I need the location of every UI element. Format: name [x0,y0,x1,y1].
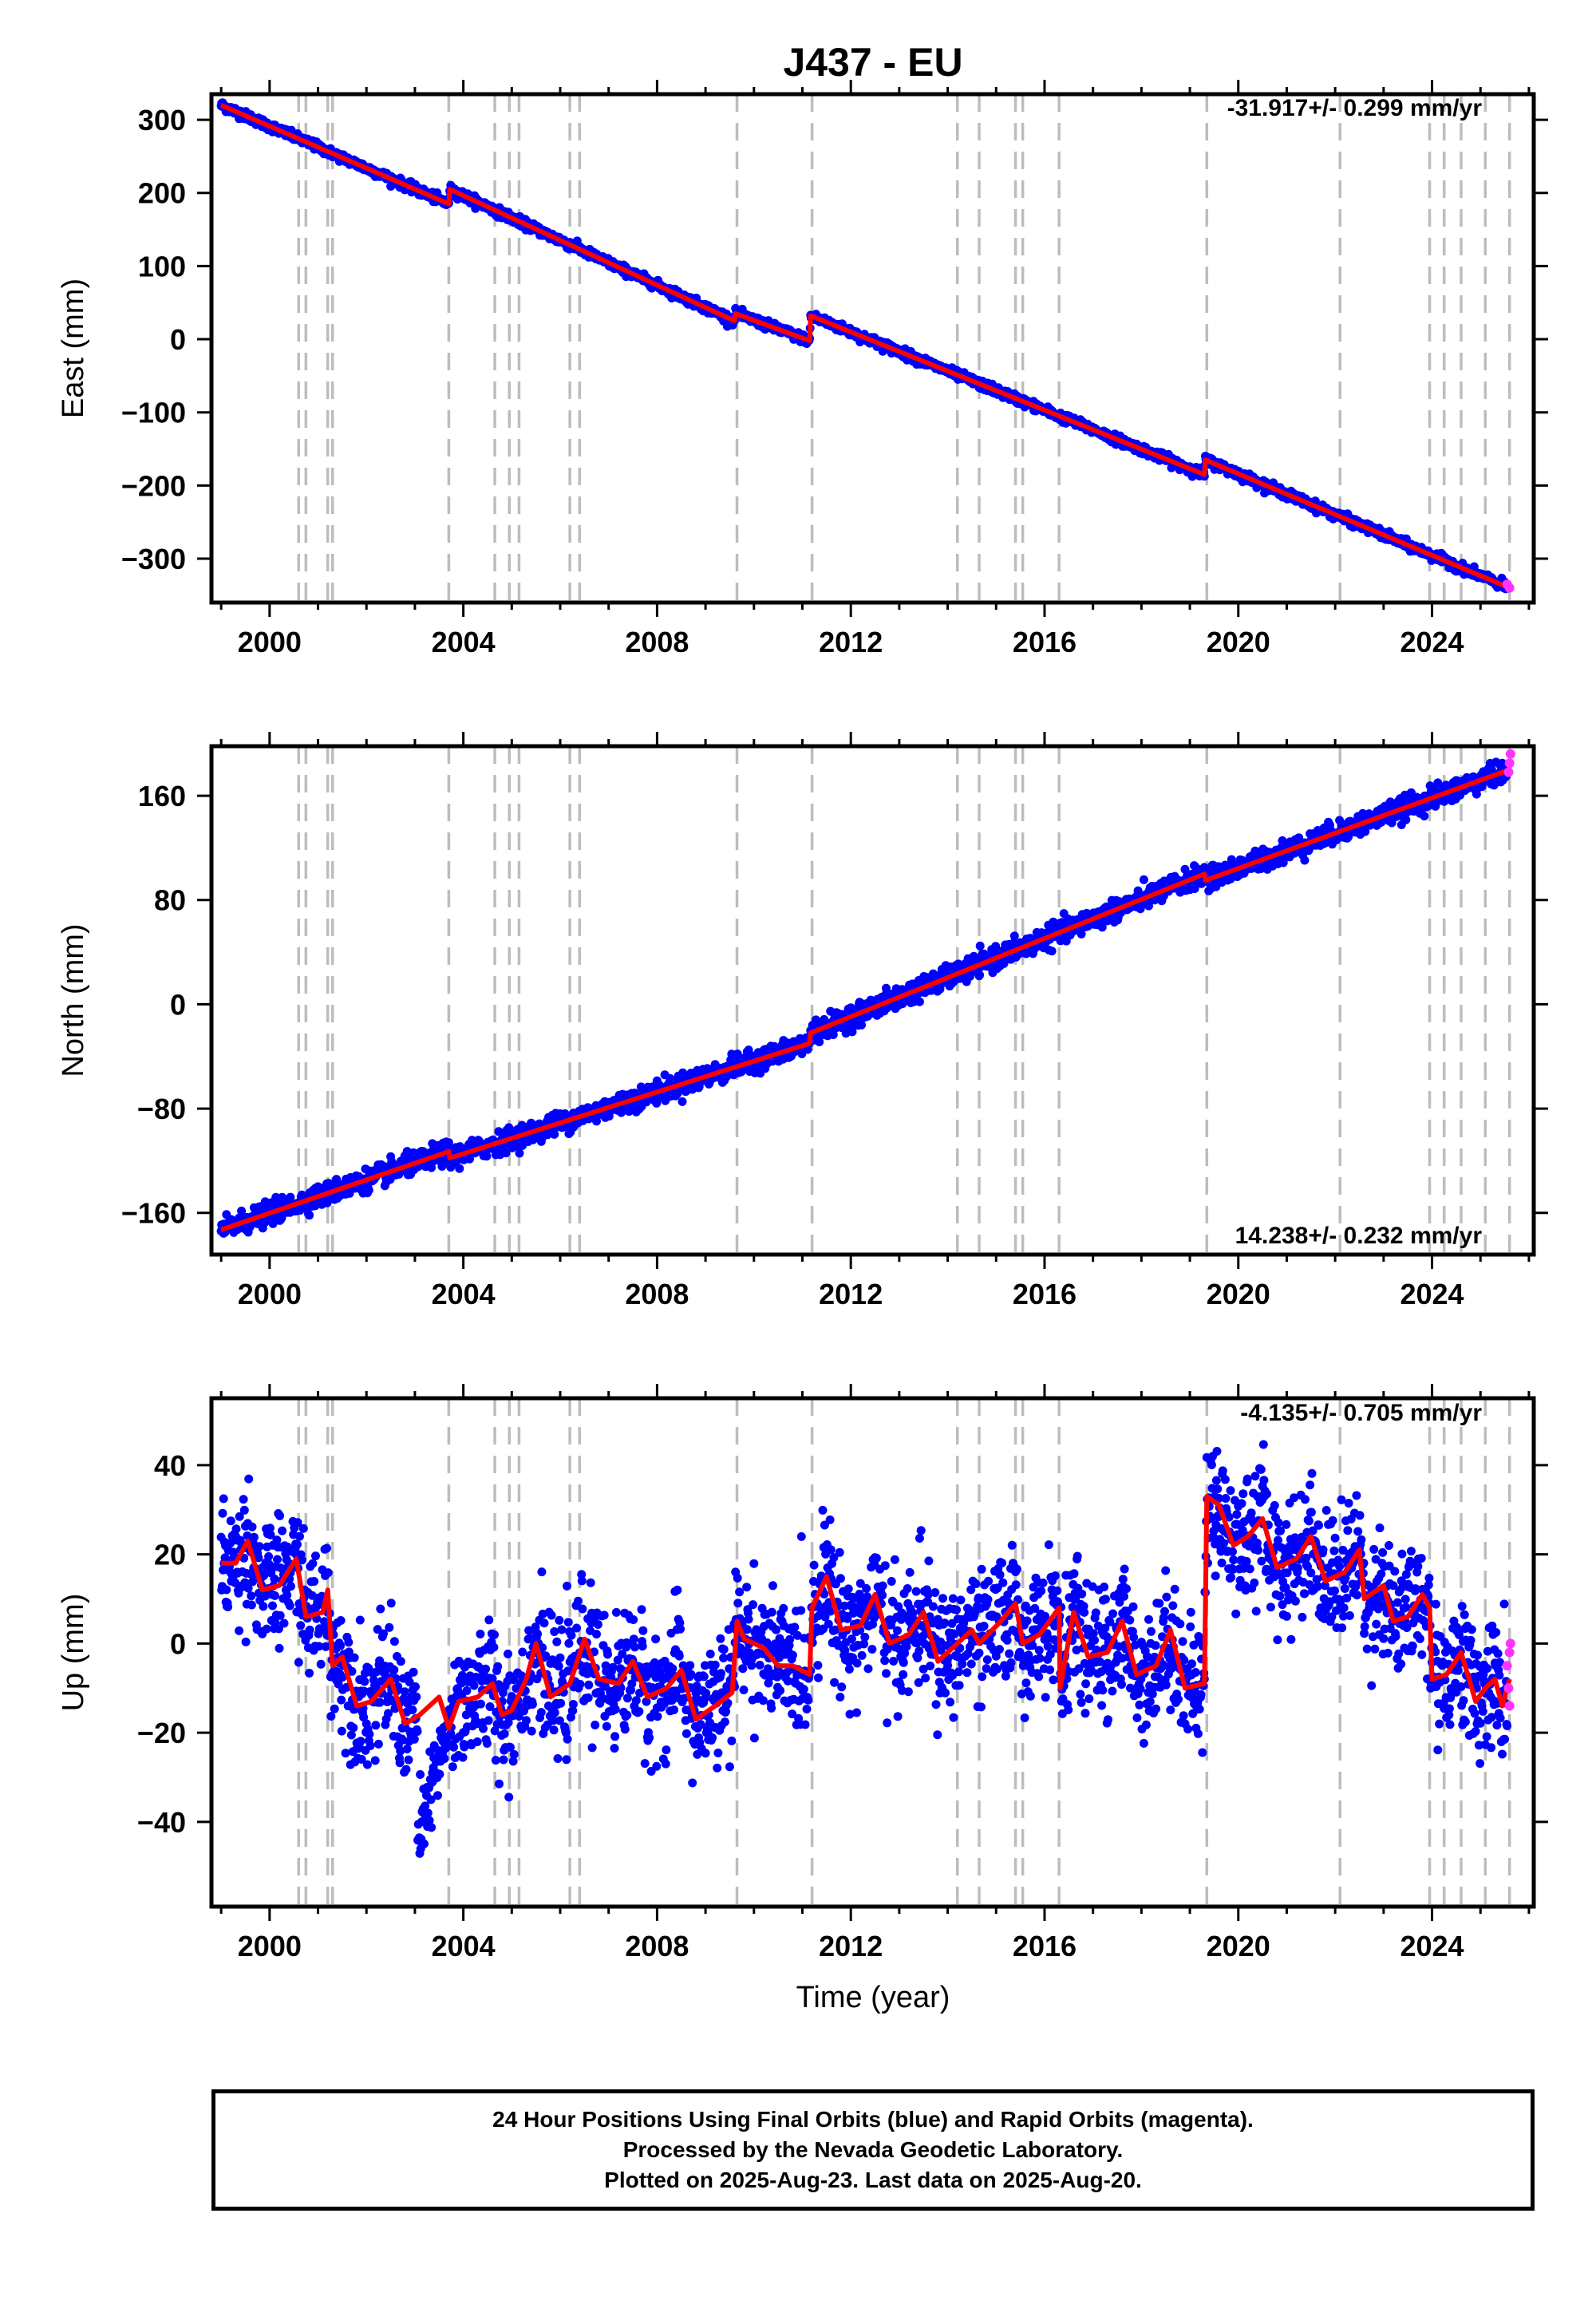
y-tick-label: 100 [138,250,186,283]
data-point [550,1129,559,1139]
y-tick-label: 200 [138,177,186,210]
data-point [1139,875,1148,884]
data-point [915,997,924,1006]
rapid-orbit-point [1504,583,1515,593]
final-orbit-points [216,98,1512,594]
data-point [975,941,985,951]
data-point [1180,864,1190,874]
chart-title: J437 - EU [783,40,962,85]
x-tick-label: 2008 [625,626,689,658]
plot-area [216,746,1515,1255]
data-point [975,970,985,980]
rate-label: -31.917+/- 0.299 mm/yr [1227,95,1483,121]
data-point [678,1097,687,1106]
model-fit-line [219,102,1511,591]
y-tick-label: −300 [121,543,186,575]
data-point [364,1185,373,1195]
plot-frame [209,92,1536,605]
data-point [815,1037,824,1046]
data-point [444,1138,453,1148]
data-point [455,1164,464,1173]
data-point [515,1148,524,1158]
y-tick-label: 300 [138,104,186,136]
data-point [237,1206,247,1215]
x-tick-label: 2024 [1400,626,1464,658]
data-point [828,1030,838,1039]
data-point [857,1020,866,1030]
y-axis-label: East (mm) [57,279,90,418]
y-tick-label: −200 [121,469,186,502]
north-panel: 2000 2004 2008 2012 2016 2020 2024−160−8008016… [57,732,1548,1310]
x-tick-label: 2016 [1013,626,1077,658]
x-tick-label: 2012 [819,626,883,658]
data-point [305,1211,314,1220]
data-point [592,1117,601,1126]
data-point [1009,931,1019,941]
data-point [482,1152,492,1161]
data-point [847,1027,857,1037]
y-tick-label: −100 [121,397,186,429]
x-tick-label: 2000 [238,626,302,658]
east-panel: 2000 2004 2008 2012 2016 2020 2024−300−200−100… [57,80,1548,658]
plot-area [216,94,1515,603]
x-tick-label: 2020 [1207,626,1270,658]
data-point [1049,917,1058,927]
data-point [624,1107,634,1117]
x-tick-label: 2004 [432,626,496,658]
data-point [501,1148,511,1158]
data-point [1047,947,1057,956]
y-tick-label: 0 [170,323,186,356]
data-point [465,1154,474,1164]
